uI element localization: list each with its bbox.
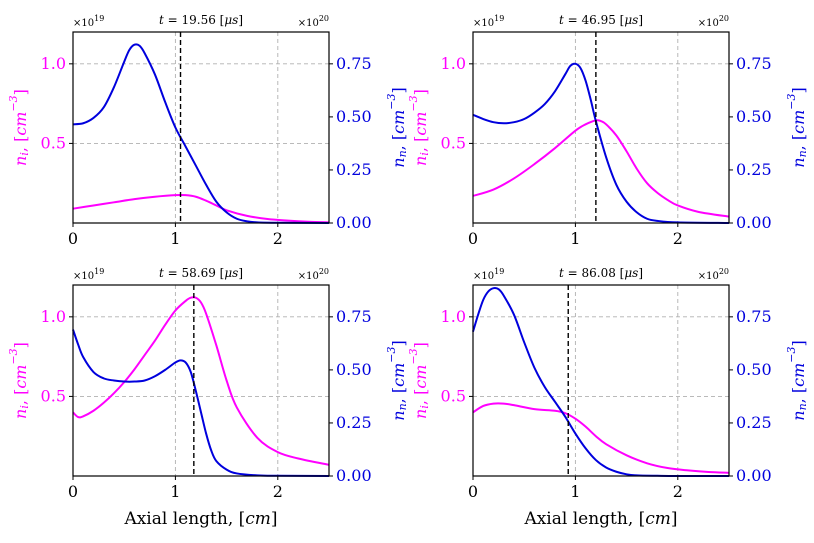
y-right-tick-label: 0.25 [736, 413, 772, 432]
plot-frame [472, 31, 730, 224]
svg-text:nn, [cm−3]: nn, [cm−3] [785, 340, 809, 420]
y-left-multiplier: ×1019 [73, 14, 104, 29]
x-tick-label: 1 [170, 229, 180, 248]
series-line-nn [472, 62, 730, 224]
chart-panel-1: 0 1 2 0.5 1.0 0.00 0.25 0.50 0.75 ×1019 ×1020 t = 1… [7, 13, 409, 248]
svg-text:nn, [cm−3]: nn, [cm−3] [785, 87, 809, 167]
y-right-multiplier: ×1020 [298, 267, 329, 282]
y-right-axis-label: nn, [cm−3] [385, 340, 409, 420]
x-tick-label: 1 [570, 482, 580, 501]
y-left-multiplier: ×1019 [473, 267, 504, 282]
y-right-tick-label: 0.25 [336, 160, 372, 179]
y-left-tick-label: 1.0 [41, 54, 66, 73]
svg-text:nn, [cm−3]: nn, [cm−3] [385, 340, 409, 420]
y-right-axis-label: nn, [cm−3] [785, 87, 809, 167]
y-right-axis-label: nn, [cm−3] [385, 87, 409, 167]
y-left-axis-label: ni, [cm−3] [7, 342, 31, 419]
series-line-nn [72, 329, 330, 477]
y-right-tick-label: 0.00 [736, 466, 772, 485]
y-right-multiplier: ×1020 [698, 14, 729, 29]
y-right-tick-label: 0.75 [736, 307, 772, 326]
y-right-tick-label: 0.75 [336, 307, 372, 326]
y-left-multiplier: ×1019 [473, 14, 504, 29]
x-tick-label: 0 [468, 229, 478, 248]
y-right-axis-label: nn, [cm−3] [785, 340, 809, 420]
x-tick-label: 2 [673, 229, 683, 248]
y-right-tick-label: 0.00 [736, 213, 772, 232]
series-line-nn [72, 43, 330, 224]
panel-title: t = 86.08 [μs] [559, 266, 643, 280]
x-tick-label: 0 [68, 482, 78, 501]
y-right-tick-label: 0.25 [736, 160, 772, 179]
y-right-tick-label: 0.50 [336, 107, 372, 126]
y-left-tick-label: 1.0 [441, 307, 466, 326]
y-left-tick-label: 0.5 [441, 133, 466, 152]
svg-text:ni, [cm−3]: ni, [cm−3] [407, 89, 431, 166]
x-axis-label: Axial length, [cm] [123, 509, 277, 529]
y-left-tick-label: 0.5 [41, 133, 66, 152]
y-right-multiplier: ×1020 [298, 14, 329, 29]
y-left-axis-label: ni, [cm−3] [7, 89, 31, 166]
x-axis-label: Axial length, [cm] [523, 509, 677, 529]
y-right-multiplier: ×1020 [698, 267, 729, 282]
y-left-tick-label: 1.0 [441, 54, 466, 73]
y-left-tick-label: 0.5 [41, 386, 66, 405]
y-right-tick-label: 0.00 [336, 466, 372, 485]
panel-title: t = 58.69 [μs] [159, 266, 243, 280]
series-line-ni [472, 402, 730, 474]
plot-frame [72, 284, 330, 477]
y-right-tick-label: 0.00 [336, 213, 372, 232]
series-line-ni [472, 119, 730, 218]
chart-panel-3: 0 1 2 0.5 1.0 0.00 0.25 0.50 0.75 ×1019 ×1020 t = 5… [7, 266, 409, 529]
plot-frame [472, 284, 730, 477]
y-right-tick-label: 0.50 [336, 360, 372, 379]
y-left-axis-label: ni, [cm−3] [407, 342, 431, 419]
x-tick-label: 0 [68, 229, 78, 248]
series-line-nn [472, 287, 730, 478]
x-tick-label: 2 [273, 229, 283, 248]
plot-frame [72, 31, 330, 224]
svg-text:nn, [cm−3]: nn, [cm−3] [385, 87, 409, 167]
chart-panel-2: 0 1 2 0.5 1.0 0.00 0.25 0.50 0.75 ×1019 ×1020 t = 4… [407, 13, 809, 248]
y-right-tick-label: 0.75 [336, 54, 372, 73]
y-right-tick-label: 0.25 [336, 413, 372, 432]
x-tick-label: 2 [673, 482, 683, 501]
x-tick-label: 2 [273, 482, 283, 501]
y-left-tick-label: 1.0 [41, 307, 66, 326]
y-right-tick-label: 0.75 [736, 54, 772, 73]
panel-title: t = 19.56 [μs] [159, 13, 243, 27]
svg-text:ni, [cm−3]: ni, [cm−3] [7, 89, 31, 166]
chart-panel-4: 0 1 2 0.5 1.0 0.00 0.25 0.50 0.75 ×1019 ×1020 t = 8… [407, 266, 809, 529]
y-right-tick-label: 0.50 [736, 360, 772, 379]
x-tick-label: 0 [468, 482, 478, 501]
y-left-axis-label: ni, [cm−3] [407, 89, 431, 166]
y-left-tick-label: 0.5 [441, 386, 466, 405]
x-tick-label: 1 [170, 482, 180, 501]
series-line-ni [72, 193, 330, 224]
y-left-multiplier: ×1019 [73, 267, 104, 282]
y-right-tick-label: 0.50 [736, 107, 772, 126]
svg-text:ni, [cm−3]: ni, [cm−3] [7, 342, 31, 419]
series-line-ni [72, 296, 330, 466]
x-tick-label: 1 [570, 229, 580, 248]
svg-text:ni, [cm−3]: ni, [cm−3] [407, 342, 431, 419]
panel-title: t = 46.95 [μs] [559, 13, 643, 27]
